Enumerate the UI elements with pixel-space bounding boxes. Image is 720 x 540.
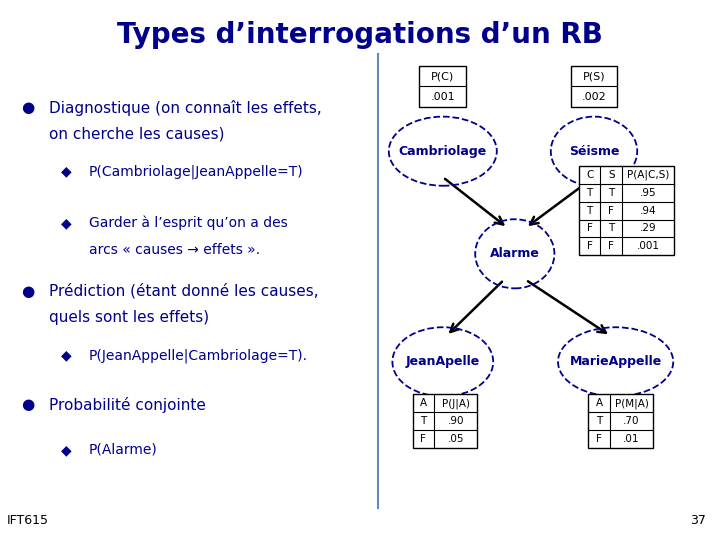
Text: S: S (608, 170, 615, 180)
Text: .002: .002 (582, 92, 606, 102)
Text: arcs « causes → effets ».: arcs « causes → effets ». (89, 242, 260, 256)
Text: 37: 37 (690, 514, 706, 526)
Text: Diagnostique (on connaît les effets,: Diagnostique (on connaît les effets, (49, 100, 322, 116)
Text: .001: .001 (636, 241, 660, 251)
Text: .001: .001 (431, 92, 455, 102)
Text: on cherche les causes): on cherche les causes) (49, 126, 225, 141)
Text: .95: .95 (639, 188, 657, 198)
Bar (579, 166, 674, 255)
Text: P(Cambriolage|JeanAppelle=T): P(Cambriolage|JeanAppelle=T) (89, 165, 303, 179)
Text: JeanApelle: JeanApelle (405, 355, 480, 368)
Text: Probabilité conjointe: Probabilité conjointe (49, 397, 206, 413)
Text: T: T (420, 416, 426, 426)
Text: F: F (587, 224, 593, 233)
Text: F: F (420, 434, 426, 444)
Text: Alarme: Alarme (490, 247, 540, 260)
Text: F: F (608, 206, 614, 215)
Text: P(J|A): P(J|A) (442, 398, 469, 409)
Text: .70: .70 (624, 416, 639, 426)
Text: T: T (587, 206, 593, 215)
Text: T: T (587, 188, 593, 198)
Text: ●: ● (22, 284, 35, 299)
Text: A: A (595, 399, 603, 408)
Text: A: A (420, 399, 427, 408)
Text: ●: ● (22, 397, 35, 412)
Text: .29: .29 (639, 224, 657, 233)
Text: Séisme: Séisme (569, 145, 619, 158)
Text: .94: .94 (639, 206, 657, 215)
Text: P(JeanAppelle|Cambriolage=T).: P(JeanAppelle|Cambriolage=T). (89, 348, 307, 363)
Text: quels sont les effets): quels sont les effets) (49, 310, 209, 325)
Text: P(C): P(C) (431, 71, 454, 81)
Text: Cambriolage: Cambriolage (399, 145, 487, 158)
Text: MarieAppelle: MarieAppelle (570, 355, 662, 368)
Text: Types d’interrogations d’un RB: Types d’interrogations d’un RB (117, 21, 603, 49)
Text: .05: .05 (448, 434, 464, 444)
Text: ◆: ◆ (61, 216, 72, 230)
Bar (419, 66, 467, 107)
Text: P(M|A): P(M|A) (614, 398, 649, 409)
Text: P(S): P(S) (582, 71, 606, 81)
Text: F: F (608, 241, 614, 251)
Text: ●: ● (22, 100, 35, 115)
Text: Prédiction (étant donné les causes,: Prédiction (étant donné les causes, (49, 284, 318, 299)
Text: IFT615: IFT615 (7, 514, 49, 526)
Text: T: T (596, 416, 602, 426)
Text: .90: .90 (448, 416, 464, 426)
Text: T: T (608, 224, 614, 233)
Text: ◆: ◆ (61, 443, 72, 457)
Text: P(Alarme): P(Alarme) (89, 443, 157, 457)
Bar (413, 394, 477, 448)
Text: P(A|C,S): P(A|C,S) (627, 170, 669, 180)
Text: F: F (587, 241, 593, 251)
Text: T: T (608, 188, 614, 198)
Text: ◆: ◆ (61, 165, 72, 179)
Text: C: C (586, 170, 593, 180)
Text: .01: .01 (624, 434, 639, 444)
Text: Garder à l’esprit qu’on a des: Garder à l’esprit qu’on a des (89, 216, 287, 231)
Bar (571, 66, 618, 107)
Text: ◆: ◆ (61, 348, 72, 362)
Text: F: F (596, 434, 602, 444)
Bar (588, 394, 653, 448)
